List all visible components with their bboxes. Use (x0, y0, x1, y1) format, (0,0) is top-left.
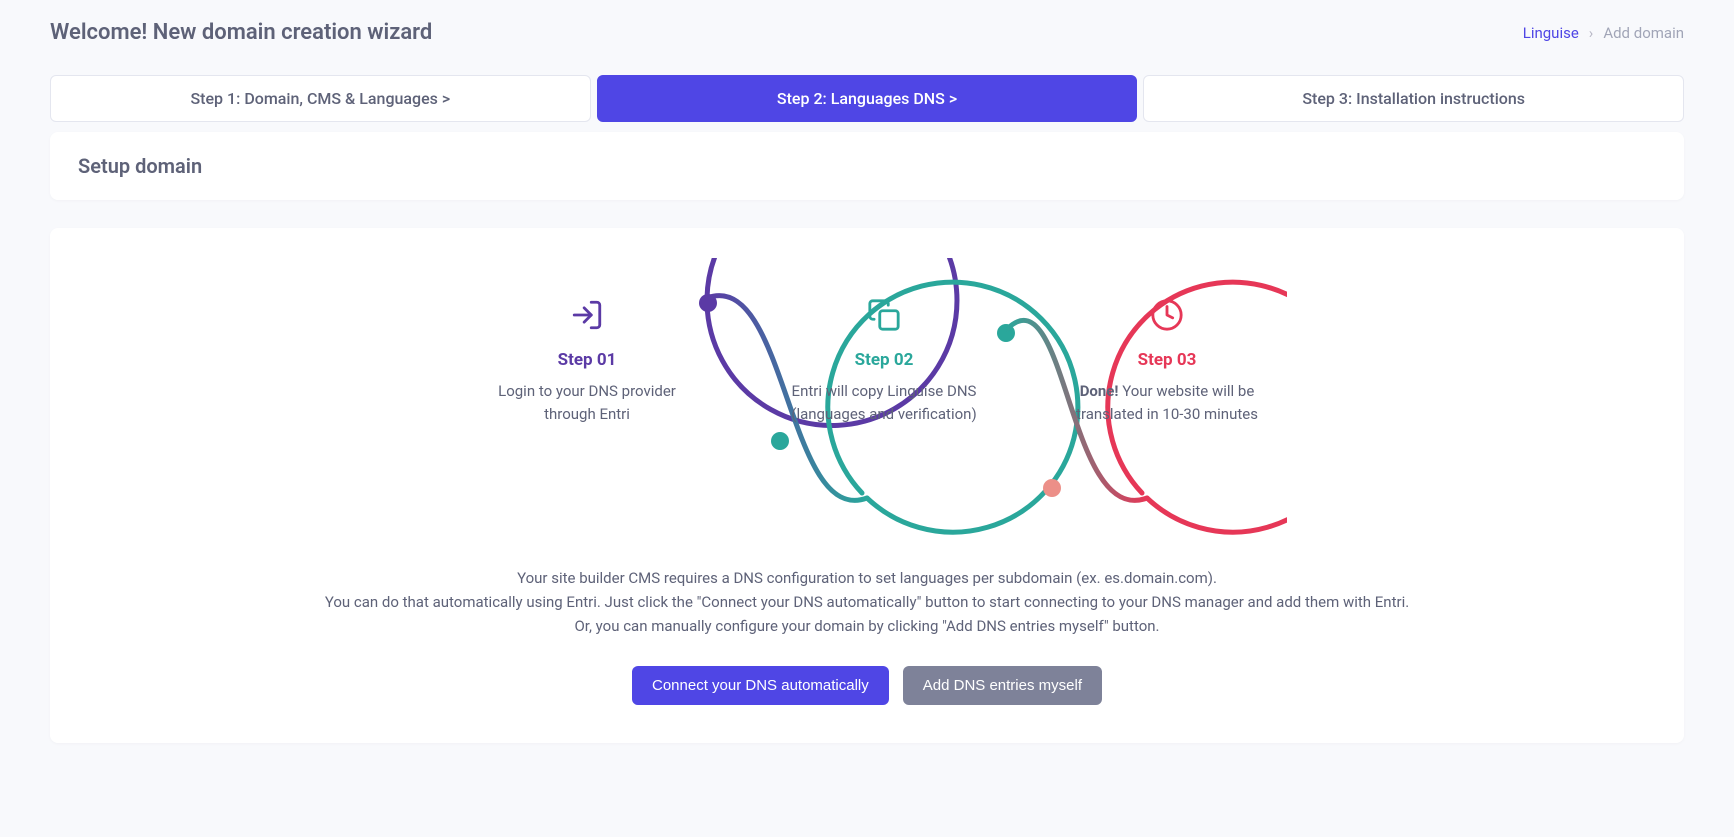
flow-step-1-desc: Login to your DNS provider through Entri (487, 380, 687, 425)
clock-icon (1150, 298, 1184, 336)
wizard-tab-step2[interactable]: Step 2: Languages DNS > (597, 75, 1138, 122)
flow-step-2: Step 02 Entri will copy Linguise DNS (la… (784, 298, 984, 425)
flow-step-3-strong: Done! (1080, 382, 1119, 400)
breadcrumb-link-linguise[interactable]: Linguise (1523, 24, 1579, 42)
page-title: Welcome! New domain creation wizard (50, 20, 432, 45)
wizard-tab-step3[interactable]: Step 3: Installation instructions (1143, 75, 1684, 122)
add-dns-myself-button[interactable]: Add DNS entries myself (903, 666, 1102, 705)
action-buttons: Connect your DNS automatically Add DNS e… (90, 666, 1644, 705)
flow-step-3-label: Step 03 (1067, 350, 1267, 370)
wizard-steps: Step 1: Domain, CMS & Languages > Step 2… (50, 75, 1684, 122)
explain-line-2: You can do that automatically using Entr… (90, 590, 1644, 614)
card-title: Setup domain (78, 154, 1656, 178)
breadcrumb: Linguise › Add domain (1523, 24, 1684, 42)
flow-step-2-desc: Entri will copy Linguise DNS (languages … (784, 380, 984, 425)
explanation-text: Your site builder CMS requires a DNS con… (90, 566, 1644, 638)
wizard-tab-step1[interactable]: Step 1: Domain, CMS & Languages > (50, 75, 591, 122)
explain-line-3: Or, you can manually configure your doma… (90, 614, 1644, 638)
flow-step-3-desc: Done! Your website will be translated in… (1067, 380, 1267, 425)
flow-step-1: Step 01 Login to your DNS provider throu… (487, 298, 687, 425)
setup-card-header: Setup domain (50, 132, 1684, 200)
flow-diagram: Step 01 Login to your DNS provider throu… (447, 258, 1287, 538)
setup-card-body: Step 01 Login to your DNS provider throu… (50, 228, 1684, 743)
flow-step-3: Step 03 Done! Your website will be trans… (1067, 298, 1267, 425)
flow-step-1-label: Step 01 (487, 350, 687, 370)
login-icon (570, 298, 604, 336)
breadcrumb-separator: › (1589, 24, 1594, 42)
breadcrumb-current: Add domain (1603, 24, 1684, 42)
flow-step-2-label: Step 02 (784, 350, 984, 370)
explain-line-1: Your site builder CMS requires a DNS con… (90, 566, 1644, 590)
connect-dns-button[interactable]: Connect your DNS automatically (632, 666, 889, 705)
copy-icon (867, 298, 901, 336)
